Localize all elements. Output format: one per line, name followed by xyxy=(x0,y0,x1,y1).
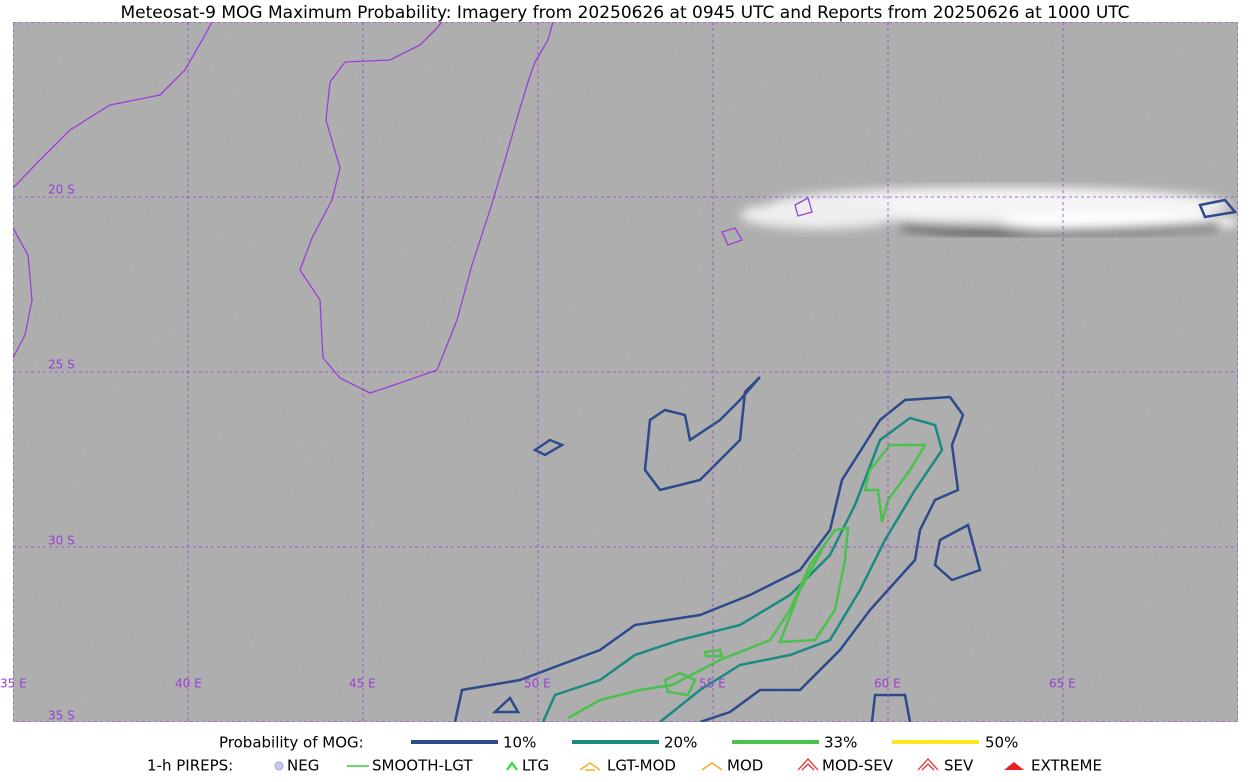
legend-label: 10% xyxy=(503,734,536,752)
lon-label: 40 E xyxy=(175,677,202,691)
legend-title: Probability of MOG: xyxy=(219,734,364,752)
lon-label: 60 E xyxy=(874,677,901,691)
legend-label: NEG xyxy=(287,757,319,775)
legend-label: SEV xyxy=(944,757,974,775)
legend-label: MOD xyxy=(727,757,763,775)
legend-label: 20% xyxy=(664,734,697,752)
lat-label: 20 S xyxy=(48,183,75,197)
legend-label: LGT-MOD xyxy=(607,757,676,775)
legend-symbol xyxy=(797,758,819,771)
legend-symbol xyxy=(917,758,939,771)
legend-label: SMOOTH-LGT xyxy=(372,757,473,775)
coastline xyxy=(721,197,813,246)
legend-label: MOD-SEV xyxy=(822,757,894,775)
contour-20 xyxy=(541,416,944,722)
satellite-map xyxy=(13,22,1238,722)
legend-label: LTG xyxy=(522,757,549,775)
lon-label: 35 E xyxy=(0,677,27,691)
coastline xyxy=(13,227,33,359)
legend-label: 50% xyxy=(985,734,1018,752)
title: Meteosat-9 MOG Maximum Probability: Imag… xyxy=(120,3,1129,23)
contour-33 xyxy=(567,443,928,720)
legend-title: 1-h PIREPS: xyxy=(147,757,233,775)
lat-label: 35 S xyxy=(48,709,75,723)
lon-labels: 35 E 40 E 45 E 50 E 55 E 60 E 65 E xyxy=(0,677,1076,691)
lat-label: 25 S xyxy=(48,358,75,372)
contour-10 xyxy=(453,395,965,722)
lat-labels: 20 S 25 S 30 S 35 S xyxy=(48,183,75,723)
legend-label: 33% xyxy=(824,734,857,752)
lon-label: 45 E xyxy=(349,677,376,691)
legend-symbol xyxy=(274,761,284,771)
graticule xyxy=(13,22,1238,722)
contour-10 xyxy=(491,198,1238,722)
legend-symbol xyxy=(1004,762,1024,770)
legend-label: EXTREME xyxy=(1031,757,1102,775)
legend-symbol xyxy=(701,762,723,771)
lon-label: 50 E xyxy=(524,677,551,691)
cloud-band xyxy=(740,187,1238,236)
lon-label: 65 E xyxy=(1049,677,1076,691)
lon-label: 55 E xyxy=(699,677,726,691)
legend-symbol xyxy=(506,761,518,771)
coastline xyxy=(299,22,554,394)
lat-label: 30 S xyxy=(48,534,75,548)
legend-probability: Probability of MOG: 10% 20% 33% 50% xyxy=(219,734,1018,752)
coastline xyxy=(13,22,213,189)
legend-symbol xyxy=(579,762,601,771)
legend-pireps: 1-h PIREPS: NEG SMOOTH-LGT LTG LGT-MOD M… xyxy=(147,757,1102,775)
